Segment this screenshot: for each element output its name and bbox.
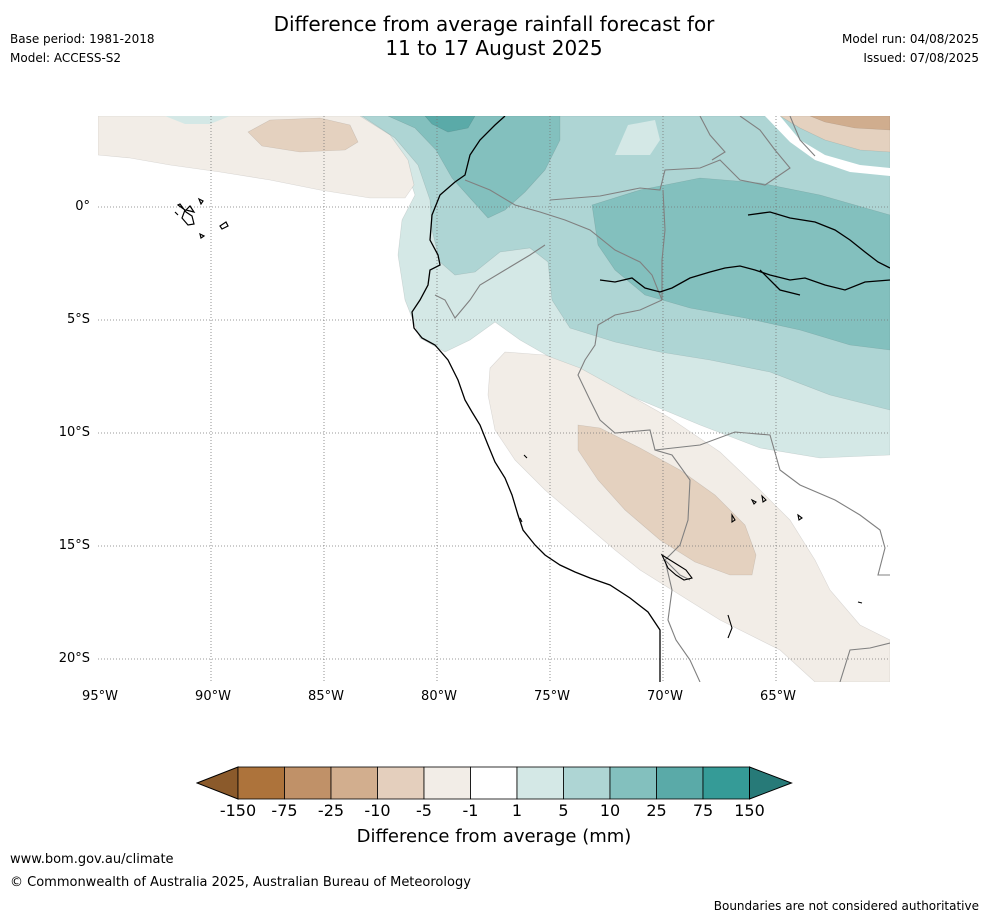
colorbar-tick-label: 1 [511,801,523,820]
colorbar-tick-label: -25 [317,801,345,820]
colorbar-tick-label: 5 [558,801,569,820]
colorbar-cell [423,766,471,800]
galapagos-islands [174,197,229,239]
wet-anomaly-strong-north [387,116,561,219]
lat-label-5s: 5°S [66,312,90,327]
map-fields [98,116,890,682]
colorbar-tick-label: 150 [734,801,765,820]
model-text: Model: ACCESS-S2 [10,51,122,65]
lon-label-90w: 90°W [195,689,231,704]
colorbar-tick-label: -10 [364,801,391,820]
wet-anomaly-strong-amazon [591,177,890,351]
colorbar-cell [330,766,378,800]
lon-label-70w: 70°W [647,689,683,704]
lon-label-75w: 75°W [534,689,570,704]
lon-label-85w: 85°W [308,689,344,704]
colorbar-title: Difference from average (mm) [356,826,632,847]
colorbar-cell [284,766,332,800]
title-line-1: Difference from average rainfall forecas… [273,12,715,36]
colorbar-extend-high [749,766,793,800]
meta-right: Model run: 04/08/2025 Issued: 07/08/2025 [842,30,979,68]
lat-label-20s: 20°S [58,651,90,666]
colorbar-cell [609,766,657,800]
colorbar-extend-low [196,766,239,800]
lat-label-10s: 10°S [58,425,90,440]
issued-text: Issued: 07/08/2025 [863,51,979,65]
colorbar-cell [702,766,750,800]
colorbar-tick-label: -150 [219,801,257,820]
lon-label-95w: 95°W [82,689,118,704]
colorbar-tick-label: 25 [646,801,667,820]
lon-label-80w: 80°W [421,689,457,704]
footer-note: Boundaries are not considered authoritat… [713,899,979,913]
colorbar-cell [377,766,425,800]
colorbar [196,766,793,800]
lat-label-0: 0° [75,199,90,214]
dry-anomaly-strong-northeast [809,116,890,131]
wet-anomaly-very-strong [424,116,476,133]
colorbar-cell [563,766,611,800]
footer-url: www.bom.gov.au/climate [10,852,174,867]
lat-label-15s: 15°S [58,538,90,553]
colorbar-tick-label: -75 [271,801,298,820]
colorbar-cell [516,766,564,800]
model-run-text: Model run: 04/08/2025 [841,32,979,46]
colorbar-tick-label: 10 [599,801,621,820]
title-line-2: 11 to 17 August 2025 [385,36,603,60]
colorbar-cell [470,766,518,800]
colorbar-cell [237,766,285,800]
map-title: Difference from average rainfall forecas… [0,12,988,60]
coastline [411,116,890,682]
footer-copyright: © Commonwealth of Australia 2025, Austra… [10,875,471,890]
colorbar-tick-label: -5 [416,801,432,820]
base-period-text: Base period: 1981-2018 [10,32,155,46]
meta-left: Base period: 1981-2018 Model: ACCESS-S2 [10,30,155,68]
dry-anomaly-medium-peru [577,424,757,576]
dry-anomaly-medium-west [247,117,359,153]
lon-label-65w: 65°W [760,689,796,704]
gridlines [98,116,890,682]
colorbar-cell [656,766,704,800]
colorbar-tick-label: -1 [462,801,479,820]
country-borders [434,116,890,682]
colorbar-tick-label: 75 [692,801,714,820]
lakes [519,454,863,639]
